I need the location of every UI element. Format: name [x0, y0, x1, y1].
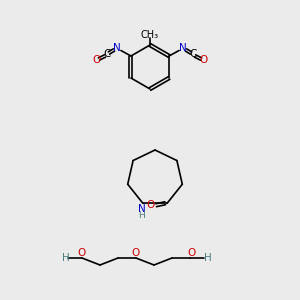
Text: O: O [199, 55, 207, 65]
Text: CH₃: CH₃ [141, 30, 159, 40]
Text: N: N [179, 43, 187, 53]
Text: C: C [103, 49, 111, 59]
Text: O: O [78, 248, 86, 258]
Text: H: H [62, 253, 70, 263]
Text: O: O [188, 248, 196, 258]
Text: O: O [132, 248, 140, 258]
Text: H: H [139, 211, 145, 220]
Text: O: O [146, 200, 154, 210]
Text: H: H [204, 253, 212, 263]
Text: O: O [93, 55, 101, 65]
Text: N: N [113, 43, 121, 53]
Text: C: C [189, 49, 197, 59]
Text: N: N [138, 204, 146, 214]
